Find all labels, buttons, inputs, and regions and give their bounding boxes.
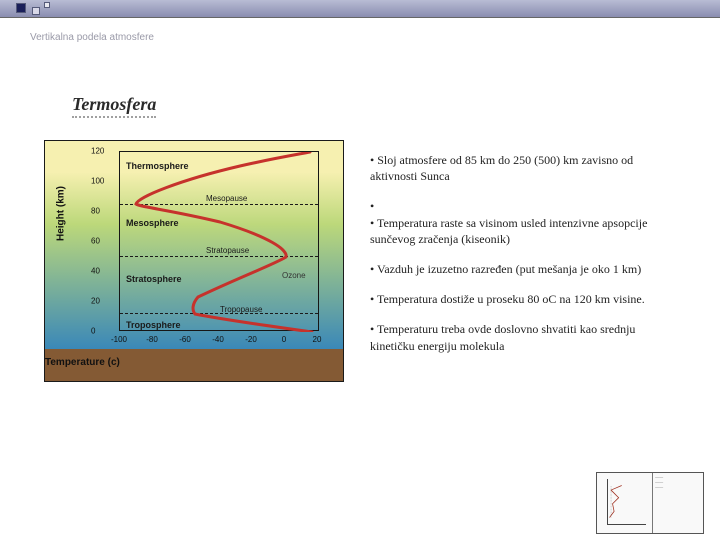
- xtick: -20: [245, 335, 257, 344]
- chart-sky: Ozone Thermosphere Mesopause Mesosphere …: [45, 141, 343, 349]
- xtick: -60: [179, 335, 191, 344]
- header-accent-square: [44, 2, 50, 8]
- thumbnail-legend: —— —— ——: [653, 473, 703, 533]
- x-axis-label: Temperature (c): [45, 357, 343, 368]
- thumbnail-plot: [597, 473, 653, 533]
- ytick: 40: [91, 267, 100, 276]
- page-subtitle: Vertikalna podela atmosfere: [30, 32, 154, 43]
- xtick: 0: [282, 335, 286, 344]
- layer-mesosphere: Mesosphere: [126, 218, 179, 228]
- ytick: 60: [91, 237, 100, 246]
- ytick: 80: [91, 207, 100, 216]
- plot-area: Ozone Thermosphere Mesopause Mesosphere …: [119, 151, 319, 331]
- header-accent-square: [32, 7, 40, 15]
- ytick: 0: [91, 327, 95, 336]
- layer-stratosphere: Stratosphere: [126, 274, 182, 284]
- thumbnail-chart: —— —— ——: [596, 472, 704, 534]
- atmosphere-chart: Ozone Thermosphere Mesopause Mesosphere …: [44, 140, 344, 382]
- ytick: 120: [91, 147, 104, 156]
- bullet-item: • Vazduh je izuzetno razređen (put mešan…: [370, 261, 670, 277]
- bullet-item: •: [370, 198, 670, 214]
- xtick: 20: [313, 335, 322, 344]
- thumb-line: ——: [655, 485, 701, 490]
- ytick: 100: [91, 177, 104, 186]
- bullet-item: • Sloj atmosfere od 85 km do 250 (500) k…: [370, 152, 670, 184]
- header-band: [0, 0, 720, 18]
- y-axis-label: Height (km): [56, 186, 67, 241]
- xtick: -40: [212, 335, 224, 344]
- layer-tropopause: Tropopause: [220, 305, 262, 314]
- xtick: -80: [146, 335, 158, 344]
- layer-troposphere: Troposphere: [126, 320, 181, 330]
- bullet-item: • Temperatura dostiže u proseku 80 oC na…: [370, 291, 670, 307]
- section-title: Termosfera: [72, 94, 156, 118]
- boundary-mesopause: [120, 204, 318, 205]
- boundary-stratopause: [120, 256, 318, 257]
- boundary-tropopause: [120, 313, 318, 314]
- chart-ground: Temperature (c): [45, 349, 343, 381]
- layer-stratopause: Stratopause: [206, 246, 249, 255]
- bullet-item: • Temperatura raste sa visinom usled int…: [370, 215, 670, 247]
- xtick: -100: [111, 335, 127, 344]
- ytick: 20: [91, 297, 100, 306]
- ozone-label: Ozone: [282, 271, 306, 280]
- header-accent-square: [16, 3, 26, 13]
- layer-mesopause: Mesopause: [206, 194, 247, 203]
- bullet-list: • Sloj atmosfere od 85 km do 250 (500) k…: [370, 152, 670, 368]
- bullet-item: • Temperaturu treba ovde doslovno shvati…: [370, 321, 670, 353]
- layer-thermosphere: Thermosphere: [126, 161, 189, 171]
